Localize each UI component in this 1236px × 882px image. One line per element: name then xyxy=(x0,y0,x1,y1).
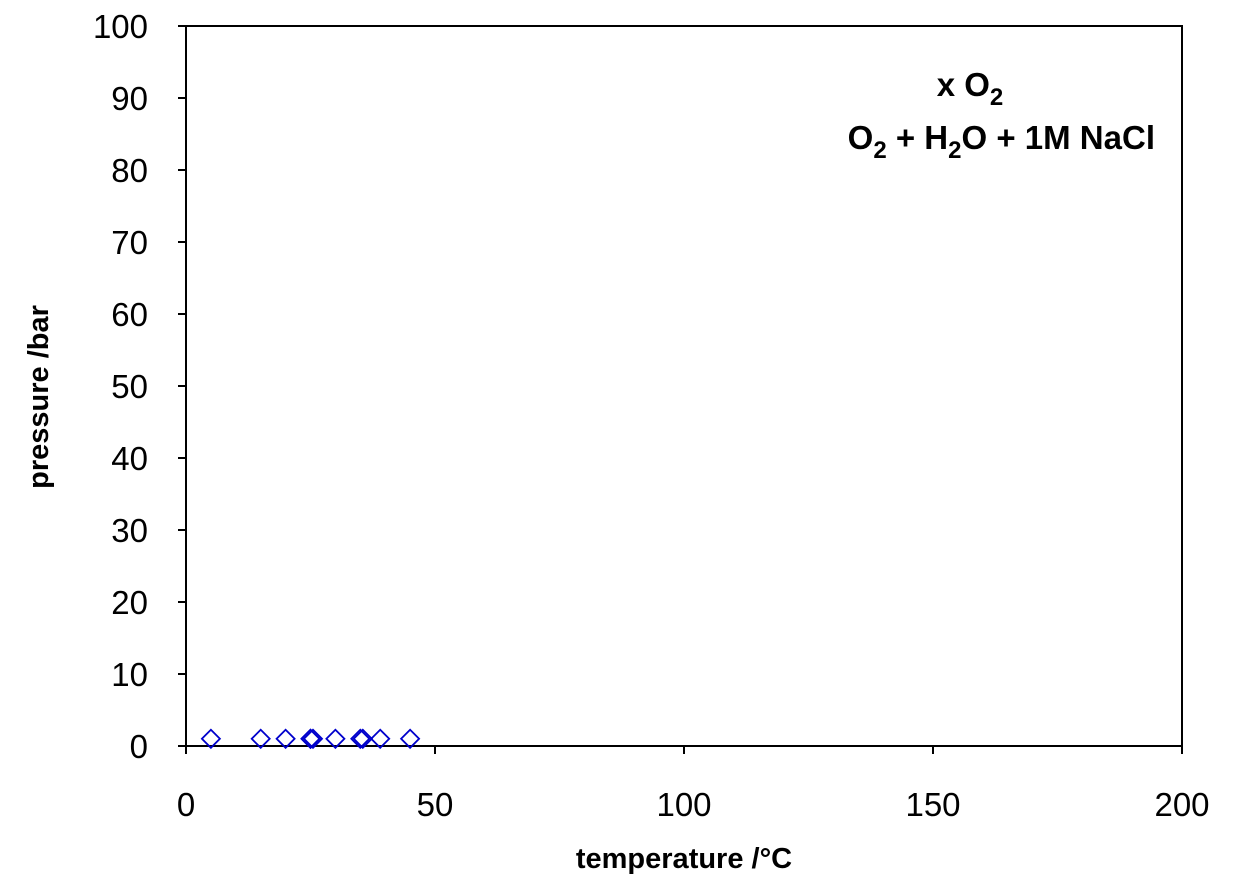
y-tick-label: 80 xyxy=(111,152,148,189)
data-point xyxy=(300,728,321,750)
data-point xyxy=(352,728,374,750)
annotation-line2: O2 + H2O + 1M NaCl xyxy=(848,119,1155,164)
data-point xyxy=(325,728,346,750)
y-tick-label: 70 xyxy=(111,224,148,261)
annotation-line1-main: x O xyxy=(937,66,990,103)
y-tick-label: 90 xyxy=(111,80,148,117)
data-point xyxy=(302,728,324,750)
data-point xyxy=(275,728,296,750)
data-point xyxy=(250,728,271,750)
x-tick-label: 150 xyxy=(905,786,960,823)
y-tick-label: 100 xyxy=(93,8,148,45)
y-tick-label: 10 xyxy=(111,656,148,693)
y-tick-label: 20 xyxy=(111,584,148,621)
annotation-line1: x O2 xyxy=(937,66,1004,111)
data-point xyxy=(200,728,222,750)
x-tick-label: 200 xyxy=(1154,786,1209,823)
y-tick-label: 50 xyxy=(111,368,148,405)
annotation-line1-sub: 2 xyxy=(990,84,1003,111)
data-point xyxy=(369,728,391,750)
x-tick-label: 0 xyxy=(177,786,195,823)
y-axis-title: pressure /bar xyxy=(23,305,55,489)
x-axis: 0 50 100 150 200 xyxy=(177,746,1210,823)
x-axis-title: temperature /°C xyxy=(576,843,792,875)
y-tick-label: 30 xyxy=(111,512,148,549)
y-axis: 0 10 20 30 40 50 60 70 80 90 100 xyxy=(93,8,186,765)
data-point xyxy=(399,728,421,750)
y-tick-label: 60 xyxy=(111,296,148,333)
data-points xyxy=(200,728,421,750)
y-tick-label: 40 xyxy=(111,440,148,477)
y-tick-label: 0 xyxy=(130,728,148,765)
x-tick-label: 50 xyxy=(417,786,454,823)
x-tick-label: 100 xyxy=(656,786,711,823)
data-point xyxy=(350,728,371,750)
